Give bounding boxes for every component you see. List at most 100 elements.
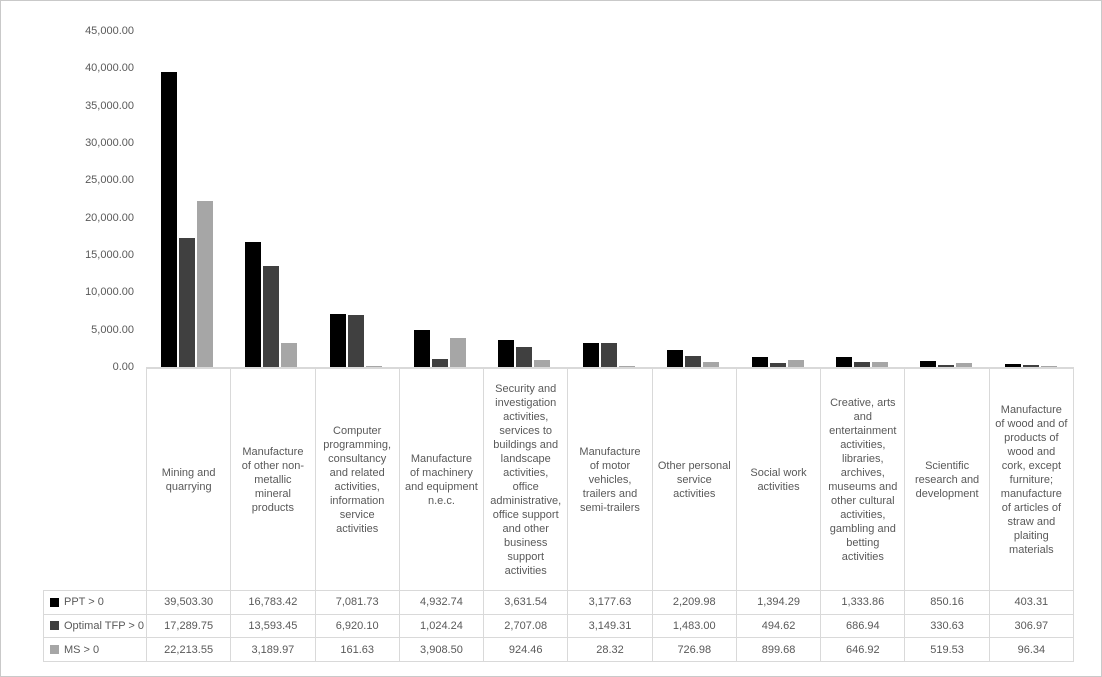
bar-ppt-0 <box>583 343 599 367</box>
table-value-cell: 519.53 <box>905 638 990 662</box>
table-value-cell: 3,908.50 <box>399 638 485 662</box>
table-value-cell: 7,081.73 <box>315 591 400 615</box>
y-axis-tick-label: 40,000.00 <box>85 62 134 75</box>
category-label: Mining and quarrying <box>147 369 232 590</box>
legend-item: PPT > 0 <box>44 591 147 615</box>
table-value-cell: 1,024.24 <box>399 614 485 639</box>
table-value-cell: 2,209.98 <box>652 591 737 615</box>
bar-optimal-tfp-0 <box>348 315 364 367</box>
y-axis-tick-label: 30,000.00 <box>85 137 134 149</box>
data-table: PPT > 0 39,503.30 16,783.42 7,081.73 4,932.7… <box>43 590 1074 662</box>
bar-ppt-0 <box>498 340 514 367</box>
table-value-cell: 494.62 <box>736 614 822 639</box>
bar-ms-0 <box>872 362 888 367</box>
legend-series-name: MS > 0 <box>64 643 100 656</box>
bar-ppt-0 <box>836 357 852 367</box>
table-value-cell: 686.94 <box>821 614 906 639</box>
y-axis: 0.00 5,000.00 10,000.00 15,000.00 20,000.00 2… <box>1 1 134 401</box>
bar-optimal-tfp-0 <box>685 356 701 367</box>
legend-series-name: Optimal TFP > 0 <box>64 619 144 632</box>
bar-ms-0 <box>450 338 466 367</box>
table-value-cell: 3,177.63 <box>568 591 653 615</box>
bar-ppt-0 <box>1005 364 1021 367</box>
bar-ppt-0 <box>920 361 936 367</box>
y-axis-tick-label: 35,000.00 <box>85 99 134 112</box>
category-label: Creative, arts and entertainment activit… <box>821 369 906 590</box>
bar-ms-0 <box>366 366 382 367</box>
bar-ms-0 <box>281 343 297 367</box>
table-value-cell: 899.68 <box>736 638 822 662</box>
bar-ppt-0 <box>161 72 177 367</box>
table-value-cell: 3,631.54 <box>484 591 569 615</box>
bar-ppt-0 <box>330 314 346 367</box>
bar-ppt-0 <box>245 242 261 367</box>
table-value-cell: 1,483.00 <box>652 614 737 639</box>
table-value-cell: 1,394.29 <box>736 591 822 615</box>
category-label: Manufacture of wood and of products of w… <box>990 369 1074 590</box>
category-label: Computer programming, consultancy and re… <box>316 369 400 590</box>
category-label: Social work activities <box>737 369 822 590</box>
category-label: Manufacture of machinery and equipment n… <box>400 369 485 590</box>
table-value-cell: 161.63 <box>315 638 400 662</box>
table-value-cell: 3,189.97 <box>231 638 316 662</box>
table-value-cell: 850.16 <box>905 591 990 615</box>
table-value-cell: 1,333.86 <box>821 591 906 615</box>
y-axis-tick-label: 10,000.00 <box>85 286 134 299</box>
bar-ppt-0 <box>667 350 683 367</box>
legend-swatch-icon <box>50 621 59 631</box>
bar-optimal-tfp-0 <box>1023 365 1039 367</box>
bar-ms-0 <box>956 363 972 367</box>
bar-ms-0 <box>619 366 635 367</box>
table-value-cell: 3,149.31 <box>568 614 653 639</box>
bar-ms-0 <box>534 360 550 367</box>
bar-ms-0 <box>1041 366 1057 367</box>
category-label: Manufacture of other non-metallic minera… <box>231 369 316 590</box>
plot-area <box>146 31 1074 367</box>
bar-optimal-tfp-0 <box>601 343 617 367</box>
table-value-cell: 726.98 <box>652 638 737 662</box>
bar-ms-0 <box>197 201 213 367</box>
category-label: Manufacture of motor vehicles, trailers … <box>568 369 653 590</box>
legend-swatch-icon <box>50 645 59 655</box>
table-value-cell: 330.63 <box>905 614 990 639</box>
bar-ppt-0 <box>414 330 430 367</box>
table-value-cell: 13,593.45 <box>231 614 316 639</box>
table-value-cell: 22,213.55 <box>147 638 232 662</box>
bar-ppt-0 <box>752 357 768 367</box>
legend-series-name: PPT > 0 <box>64 596 104 609</box>
bar-ms-0 <box>788 360 804 367</box>
y-axis-tick-label: 25,000.00 <box>85 174 134 187</box>
table-value-cell: 403.31 <box>989 591 1074 615</box>
bar-optimal-tfp-0 <box>179 238 195 367</box>
y-axis-tick-label: 15,000.00 <box>85 249 134 261</box>
table-value-cell: 17,289.75 <box>147 614 232 639</box>
bar-optimal-tfp-0 <box>938 365 954 367</box>
table-value-cell: 2,707.08 <box>484 614 569 639</box>
legend-item: Optimal TFP > 0 <box>44 614 147 639</box>
y-axis-tick-label: 45,000.00 <box>85 25 134 37</box>
bar-optimal-tfp-0 <box>770 363 786 367</box>
table-value-cell: 6,920.10 <box>315 614 400 639</box>
bar-optimal-tfp-0 <box>854 362 870 367</box>
legend-item: MS > 0 <box>44 638 147 662</box>
table-value-cell: 28.32 <box>568 638 653 662</box>
bar-optimal-tfp-0 <box>516 347 532 367</box>
bar-optimal-tfp-0 <box>432 359 448 367</box>
bar-optimal-tfp-0 <box>263 266 279 367</box>
category-label: Scientific research and development <box>905 369 990 590</box>
table-value-cell: 646.92 <box>821 638 906 662</box>
table-value-cell: 96.34 <box>989 638 1074 662</box>
y-axis-tick-label: 0.00 <box>112 361 134 373</box>
table-value-cell: 16,783.42 <box>231 591 316 615</box>
category-label: Other personal service activities <box>653 369 737 590</box>
category-axis-labels: Mining and quarrying Manufacture of other… <box>146 367 1074 590</box>
bar-ms-0 <box>703 362 719 367</box>
table-value-cell: 39,503.30 <box>147 591 232 615</box>
y-axis-tick-label: 5,000.00 <box>91 323 134 336</box>
legend-swatch-icon <box>50 597 59 607</box>
table-value-cell: 924.46 <box>484 638 569 662</box>
table-value-cell: 306.97 <box>989 614 1074 639</box>
y-axis-tick-label: 20,000.00 <box>85 211 134 224</box>
category-label: Security and investigation activities, s… <box>484 369 569 590</box>
